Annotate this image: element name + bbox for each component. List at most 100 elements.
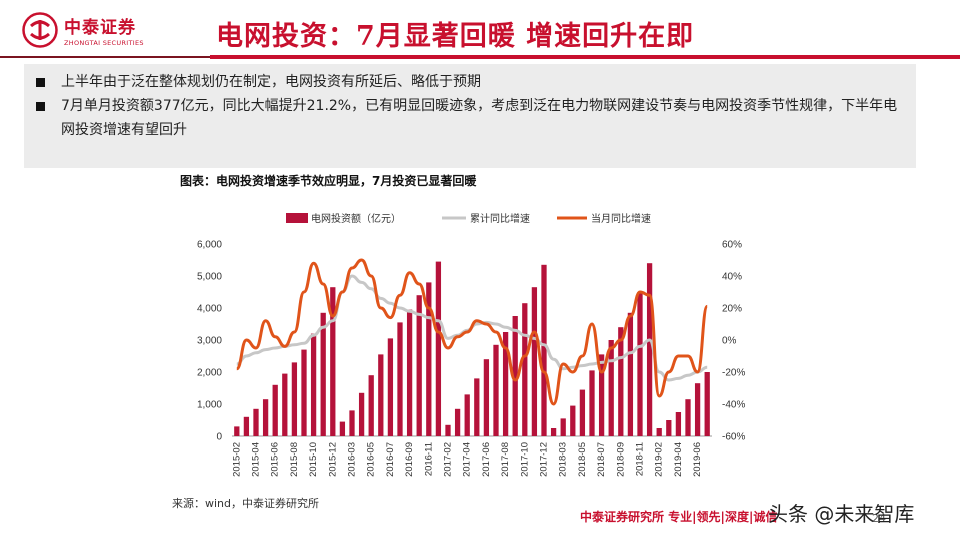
bar-investment: [358, 392, 365, 436]
bar-investment: [474, 378, 480, 436]
bar-investment: [464, 394, 470, 436]
x-tick-label: 2017-10: [519, 442, 530, 477]
x-tick-label: 2015-06: [270, 442, 281, 477]
bar-investment: [406, 309, 413, 436]
bar-investment: [339, 421, 346, 436]
bullet-item: 7月单月投资额377亿元，同比大幅提升21.2%，已有明显回暖迹象，考虑到泛在电…: [36, 94, 904, 142]
brand-logo: 中泰证券 ZHONGTAI SECURITIES: [22, 12, 144, 48]
y-right-tick-label: -20%: [722, 368, 745, 379]
bar-investment: [598, 354, 605, 436]
bar-investment: [378, 354, 384, 436]
x-tick-label: 2019-04: [673, 442, 684, 477]
bar-investment: [330, 287, 336, 436]
footer-tagline: 中泰证券研究所 专业|领先|深度|诚信: [580, 510, 778, 524]
bullet-square-icon: [36, 102, 45, 111]
bar-investment: [320, 312, 326, 436]
source-note: 来源：wind，中泰证券研究所: [172, 497, 320, 510]
bar-investment: [656, 428, 662, 436]
bar-investment: [685, 399, 691, 436]
x-tick-label: 2015-02: [231, 442, 242, 477]
bar-investment: [646, 263, 653, 436]
bar-investment: [589, 370, 595, 436]
bar-investment: [387, 338, 394, 436]
slide-title: 电网投资：7月显著回暖 增速回升在即: [216, 21, 695, 52]
header-accent-rule: [210, 55, 960, 59]
y-right-tick-label: 20%: [722, 304, 742, 315]
bar-investment: [512, 316, 518, 436]
x-tick-label: 2017-04: [462, 442, 473, 477]
bar-investment: [349, 410, 355, 436]
x-tick-label: 2018-07: [596, 442, 607, 477]
logo-name-en: ZHONGTAI SECURITIES: [64, 39, 144, 47]
bar-investment: [253, 408, 259, 436]
bar-investment: [522, 303, 528, 436]
x-tick-label: 2018-05: [577, 442, 588, 477]
logo-name-cn: 中泰证券: [64, 18, 136, 38]
bar-investment: [541, 264, 547, 436]
bar-investment: [272, 384, 278, 436]
bar-investment: [397, 322, 403, 436]
bar-investment: [435, 261, 442, 436]
legend-swatch-investment: [286, 213, 308, 223]
chart-caption: 图表：电网投资增速季节效应明显，7月投资已显著回暖: [180, 174, 477, 188]
bar-investment: [301, 349, 307, 436]
x-tick-label: 2018-09: [615, 442, 626, 477]
legend-label-cumulative: 累计同比增速: [470, 212, 530, 225]
x-tick-label: 2018-11: [635, 442, 646, 476]
x-tick-label: 2018-03: [558, 442, 569, 477]
bar-investment: [310, 333, 317, 436]
bullet-item: 上半年由于泛在整体规划仍在制定，电网投资有所延后、略低于预期: [36, 70, 904, 94]
legend-label-monthly: 当月同比增速: [591, 212, 651, 225]
bar-investment: [666, 420, 672, 436]
slide-header: 中泰证券 ZHONGTAI SECURITIES 电网投资：7月显著回暖 增速回…: [0, 0, 960, 62]
bar-investment: [291, 362, 298, 436]
x-tick-label: 2016-11: [423, 442, 434, 476]
bullet-text: 上半年由于泛在整体规划仍在制定，电网投资有所延后、略低于预期: [61, 74, 481, 90]
bar-investment: [550, 428, 557, 436]
bar-investment: [445, 424, 451, 436]
x-tick-label: 2015-08: [289, 442, 300, 477]
bar-investment: [483, 359, 490, 436]
y-left-tick-label: 4,000: [197, 304, 222, 315]
y-right-tick-label: 40%: [722, 272, 742, 283]
x-tick-label: 2017-08: [500, 442, 511, 477]
y-left-tick-label: 6,000: [197, 240, 222, 251]
y-left-tick-label: 1,000: [197, 400, 222, 411]
x-tick-label: 2016-05: [366, 442, 377, 477]
bar-investment: [675, 412, 682, 436]
x-tick-label: 2015-10: [308, 442, 319, 477]
y-left-tick-label: 5,000: [197, 272, 222, 283]
bar-investment: [416, 295, 422, 436]
bar-investment: [454, 408, 461, 436]
x-tick-label: 2015-12: [327, 442, 338, 477]
bullet-square-icon: [36, 78, 45, 87]
line-monthly-yoy: [235, 258, 709, 406]
x-tick-label: 2017-12: [539, 442, 550, 477]
y-left-tick-label: 2,000: [197, 368, 222, 379]
page-number: 24: [872, 512, 886, 525]
y-right-tick-label: -60%: [722, 432, 745, 443]
x-tick-label: 2016-03: [347, 442, 358, 477]
bar-investment: [608, 340, 614, 436]
bar-investment: [570, 405, 576, 436]
bar-investment: [637, 292, 643, 436]
watermark: 头条 @未来智库: [768, 502, 915, 526]
bar-investment: [579, 389, 586, 436]
x-tick-label: 2015-04: [251, 442, 262, 477]
y-left-tick-label: 0: [216, 432, 222, 443]
legend-label-investment: 电网投资额（亿元）: [311, 212, 401, 225]
bar-investment: [502, 332, 509, 436]
bar-investment: [618, 327, 624, 436]
bar-investment: [243, 416, 250, 436]
x-tick-label: 2017-06: [481, 442, 492, 477]
x-tick-label: 2016-07: [385, 442, 396, 477]
y-right-tick-label: 60%: [722, 240, 742, 251]
x-tick-label: 2019-06: [692, 442, 703, 477]
bar-investment: [531, 287, 538, 436]
bar-investment: [426, 282, 432, 436]
bar-investment: [493, 344, 499, 436]
x-tick-label: 2017-02: [443, 442, 454, 477]
bar-investment: [368, 375, 374, 436]
x-tick-label: 2016-09: [404, 442, 415, 477]
